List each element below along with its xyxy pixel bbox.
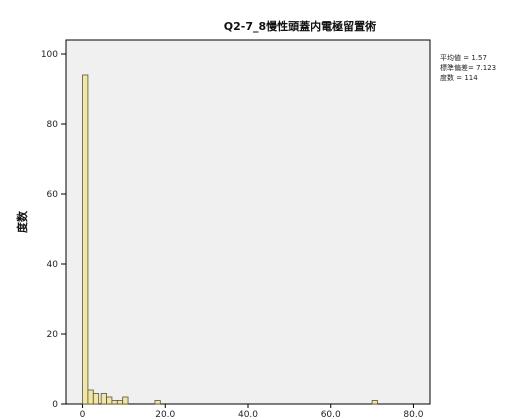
- plot-area: [65, 39, 431, 405]
- x-tick-label: 60.0: [321, 410, 341, 418]
- histogram-bar: [100, 393, 107, 405]
- y-tick-label: 60: [47, 190, 59, 200]
- histogram-bar: [111, 400, 118, 405]
- stats-sd: 標準偏差= 7.123: [440, 63, 496, 72]
- histogram-bar: [154, 400, 161, 405]
- histogram-bar: [82, 74, 89, 405]
- x-tick-label: 20.0: [155, 410, 175, 418]
- chart-title: Q2-7_8慢性頭蓋内電極留置術: [224, 19, 376, 33]
- histogram-bar: [106, 396, 113, 405]
- y-axis: 0 20 40 60 80 100: [41, 50, 66, 410]
- x-tick-label: 0: [80, 410, 86, 418]
- y-axis-label: 度数: [15, 210, 29, 233]
- x-tick-label: 80.0: [403, 410, 423, 418]
- y-tick-label: 100: [41, 50, 58, 60]
- histogram-bar: [122, 396, 129, 405]
- y-tick-label: 0: [52, 400, 58, 410]
- y-tick-label: 40: [47, 260, 59, 270]
- histogram-bar: [371, 400, 378, 405]
- x-axis: 0 20.0 40.0 60.0 80.0: [80, 404, 424, 418]
- stats-count: 度数 = 114: [440, 73, 478, 82]
- stats-mean: 平均値 = 1.57: [440, 53, 487, 62]
- y-tick-label: 80: [47, 120, 59, 130]
- x-tick-label: 40.0: [238, 410, 258, 418]
- histogram-bar: [116, 400, 124, 405]
- histogram-bar: [87, 389, 94, 405]
- histogram-bars: [82, 74, 378, 405]
- y-tick-label: 20: [47, 330, 59, 340]
- histogram-bar: [92, 393, 100, 405]
